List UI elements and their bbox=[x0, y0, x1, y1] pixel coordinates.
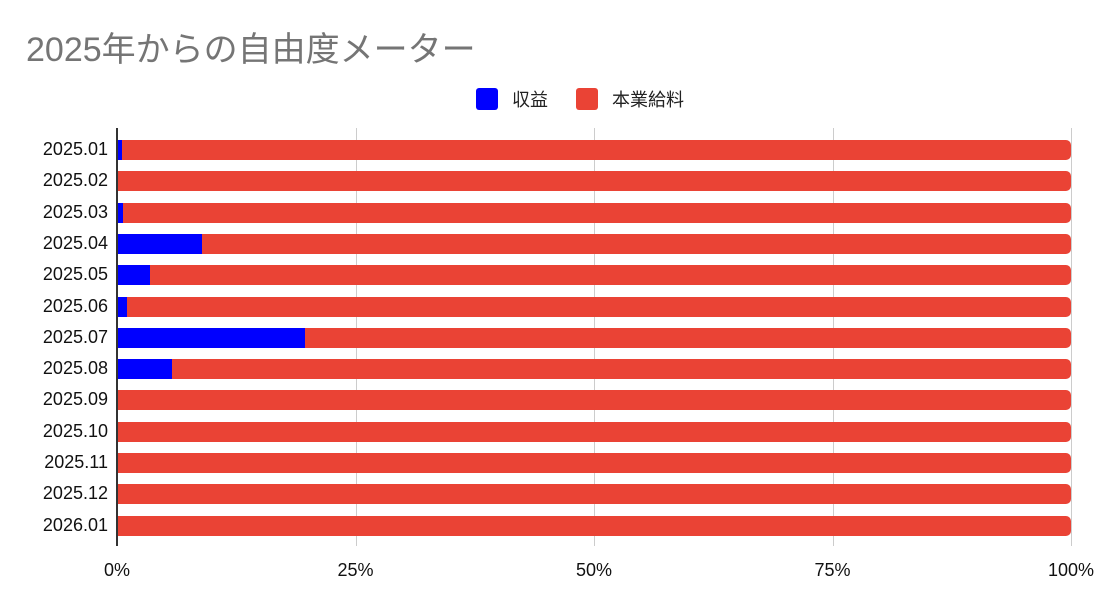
y-axis-labels: 2025.01 2025.02 2025.03 2025.04 2025.05 2025.… bbox=[0, 128, 108, 546]
bar-segment-revenue[interactable] bbox=[117, 296, 127, 317]
legend-swatch-revenue bbox=[476, 88, 498, 110]
bar-segment-salary[interactable] bbox=[117, 390, 1071, 411]
bar-segment-salary[interactable] bbox=[122, 202, 1071, 223]
legend-item-revenue[interactable]: 収益 bbox=[476, 86, 548, 112]
bar-segment-revenue[interactable] bbox=[117, 140, 122, 160]
bar-row[interactable] bbox=[117, 421, 1071, 442]
bar-segment-salary[interactable] bbox=[117, 421, 1071, 442]
y-axis-label: 2025.04 bbox=[42, 232, 108, 253]
plot-area bbox=[117, 128, 1072, 546]
y-axis-label: 2025.08 bbox=[42, 358, 108, 379]
bar-row[interactable] bbox=[117, 233, 1071, 254]
x-axis-tick-label: 50% bbox=[575, 560, 613, 580]
x-axis-tick-label: 0% bbox=[103, 560, 131, 580]
legend-label-salary: 本業給料 bbox=[612, 90, 684, 110]
bar-segment-salary[interactable] bbox=[117, 171, 1071, 192]
x-axis-labels: 0% 25% 50% 75% 100% bbox=[104, 560, 1094, 584]
chart-title: 2025年からの自由度メーター bbox=[26, 31, 476, 69]
y-axis-line bbox=[116, 128, 118, 546]
bar-row[interactable] bbox=[117, 453, 1071, 473]
x-axis-tick-label: 25% bbox=[337, 560, 374, 580]
bar-segment-revenue[interactable] bbox=[117, 233, 202, 254]
bar-segment-salary[interactable] bbox=[117, 453, 1071, 473]
bar-row[interactable] bbox=[117, 515, 1071, 536]
bar-segment-revenue[interactable] bbox=[117, 202, 123, 223]
bar-segment-salary[interactable] bbox=[304, 327, 1071, 348]
y-axis-label: 2025.03 bbox=[42, 201, 108, 222]
legend-label-revenue: 収益 bbox=[512, 90, 548, 110]
bar-row[interactable] bbox=[117, 327, 1071, 348]
bar-segment-salary[interactable] bbox=[126, 296, 1071, 317]
bar-segment-salary[interactable] bbox=[117, 484, 1071, 505]
y-axis-label: 2025.12 bbox=[42, 483, 108, 504]
bar-segment-salary[interactable] bbox=[172, 359, 1071, 380]
y-axis-label: 2025.09 bbox=[42, 389, 108, 410]
bar-row[interactable] bbox=[117, 296, 1071, 317]
bar-row[interactable] bbox=[117, 390, 1071, 411]
bar-segment-revenue[interactable] bbox=[117, 359, 173, 380]
x-axis-tick-label: 100% bbox=[1047, 560, 1095, 580]
bar-row[interactable] bbox=[117, 140, 1071, 160]
y-axis-label: 2025.07 bbox=[42, 326, 108, 347]
bar-segment-revenue[interactable] bbox=[117, 327, 305, 348]
bar-segment-salary[interactable] bbox=[201, 233, 1071, 254]
legend-swatch-salary bbox=[576, 88, 598, 110]
legend-item-salary[interactable]: 本業給料 bbox=[576, 86, 684, 112]
bar-segment-revenue[interactable] bbox=[117, 265, 151, 286]
y-axis-label: 2025.01 bbox=[42, 139, 108, 159]
y-axis-label: 2025.10 bbox=[42, 420, 108, 441]
bar-row[interactable] bbox=[117, 171, 1071, 192]
bar-row[interactable] bbox=[117, 265, 1071, 286]
gridline bbox=[1071, 128, 1072, 546]
y-axis-label: 2025.11 bbox=[44, 452, 108, 472]
bar-segment-salary[interactable] bbox=[121, 140, 1071, 160]
y-axis-label: 2025.06 bbox=[42, 295, 108, 316]
legend: 収益 本業給料 bbox=[0, 86, 1100, 112]
bar-segment-salary[interactable] bbox=[117, 515, 1071, 536]
bar-row[interactable] bbox=[117, 484, 1071, 505]
x-axis-tick-label: 75% bbox=[814, 560, 851, 580]
y-axis-label: 2025.05 bbox=[42, 264, 108, 285]
bar-segment-salary[interactable] bbox=[150, 265, 1071, 286]
y-axis-label: 2026.01 bbox=[42, 514, 108, 535]
bar-row[interactable] bbox=[117, 359, 1071, 380]
bar-row[interactable] bbox=[117, 202, 1071, 223]
y-axis-label: 2025.02 bbox=[42, 170, 108, 191]
